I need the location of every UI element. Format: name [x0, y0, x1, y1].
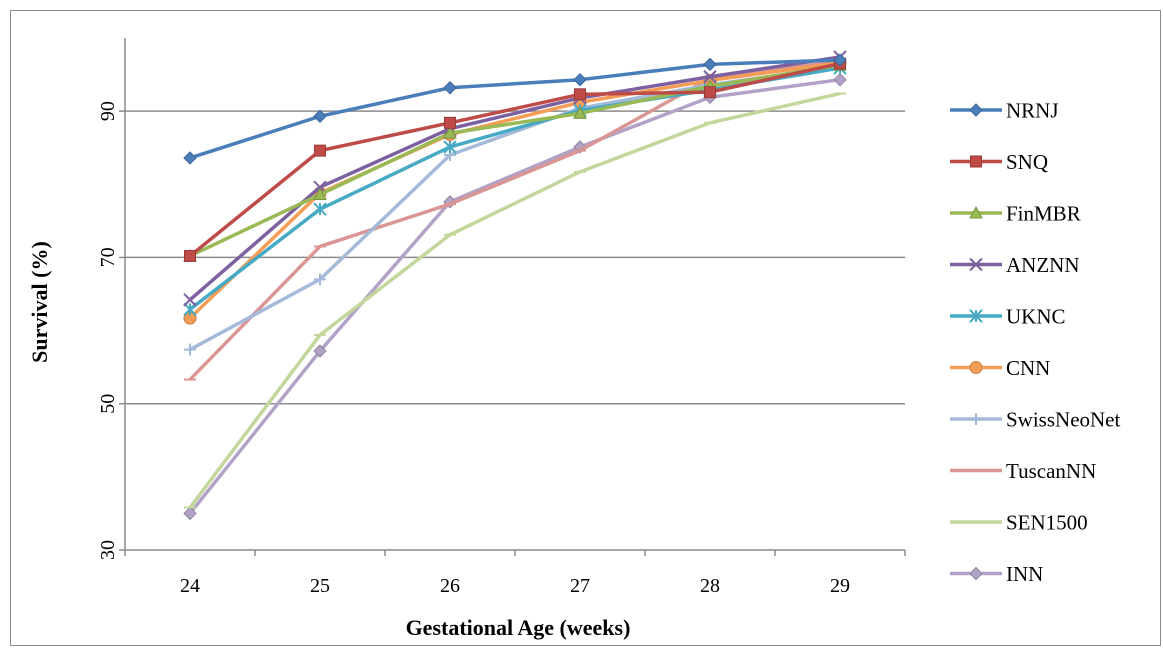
legend-label: INN: [1006, 562, 1043, 586]
legend-label: NRNJ: [1006, 98, 1059, 122]
x-tick-label: 26: [440, 575, 460, 597]
y-tick-label: 90: [97, 101, 119, 121]
data-point: [833, 72, 847, 87]
data-point: [183, 151, 197, 165]
x-tick-label: 28: [700, 575, 720, 597]
data-point: [183, 293, 197, 307]
legend-marker: [969, 103, 983, 117]
data-point: [183, 506, 197, 521]
data-point: [443, 81, 457, 95]
data-point: [444, 116, 456, 129]
legend-item-snq: SNQ: [950, 150, 1048, 174]
series-line: [188, 59, 841, 381]
legend-marker: [970, 413, 982, 425]
data-point: [833, 53, 847, 67]
data-point: [313, 187, 327, 201]
series-lines: [183, 50, 847, 521]
series-line: [188, 91, 841, 509]
x-tick-label: 24: [180, 575, 200, 597]
data-point: [573, 106, 587, 119]
chart-frame: [10, 10, 1161, 646]
series-snq: [184, 57, 846, 262]
data-point: [443, 126, 457, 139]
axes: 30 50 70 90 24 25 26 27 28 29: [97, 38, 906, 597]
legend-label: TuscanNN: [1006, 459, 1096, 483]
x-tick-label: 29: [830, 575, 850, 597]
data-point: [313, 109, 327, 123]
y-axis-title: Survival (%): [27, 241, 52, 363]
legend-item-tuscannn: TuscanNN: [950, 459, 1096, 483]
series-line: [189, 58, 841, 160]
data-point: [313, 202, 327, 216]
series-line: [188, 77, 841, 515]
legend-item-inn: INN: [950, 562, 1043, 586]
series-nrnj: [183, 53, 847, 165]
legend-marker: [970, 155, 982, 168]
x-tick-label: 25: [310, 575, 330, 597]
series-line: [189, 63, 841, 258]
legend-label: SwissNeoNet: [1006, 407, 1120, 431]
legend-item-nrnj: NRNJ: [950, 98, 1059, 122]
series-inn: [183, 72, 847, 521]
legend-item-finmbr: FinMBR: [950, 201, 1081, 225]
legend-label: UKNC: [1006, 304, 1066, 328]
legend-item-uknc: UKNC: [950, 304, 1066, 328]
legend-label: SEN1500: [1006, 510, 1088, 534]
data-point: [183, 302, 197, 317]
legend-item-sen1500: SEN1500: [950, 510, 1088, 534]
y-tick-label: 50: [97, 394, 119, 414]
legend-marker: [969, 309, 983, 323]
data-point: [184, 249, 196, 262]
series-uknc: [183, 61, 847, 317]
legend-item-cnn: CNN: [950, 356, 1050, 380]
y-tick-label: 30: [97, 540, 119, 560]
legend: NRNJ SNQ FinMBR ANZNN UKNC CNN SwissNeoNet Tusc…: [950, 98, 1120, 586]
data-point: [574, 88, 586, 101]
legend-item-anznn: ANZNN: [950, 253, 1080, 277]
series-line: [188, 61, 841, 258]
x-tick-label: 27: [570, 575, 590, 597]
x-axis-title: Gestational Age (weeks): [406, 615, 631, 640]
y-tick-label: 70: [97, 247, 119, 267]
legend-item-swissneonet: SwissNeoNet: [950, 407, 1120, 431]
legend-label: FinMBR: [1006, 201, 1081, 225]
data-point: [443, 140, 457, 154]
series-sen1500: [184, 91, 846, 509]
data-point: [703, 57, 717, 72]
series-swissneonet: [184, 60, 846, 356]
data-point: [314, 273, 326, 286]
data-point: [314, 144, 326, 157]
series-line: [188, 61, 841, 320]
legend-label: CNN: [1006, 356, 1050, 380]
data-point: [703, 70, 717, 84]
data-point: [184, 343, 196, 356]
data-point: [573, 72, 587, 87]
legend-marker: [969, 205, 983, 219]
data-point: [704, 86, 716, 99]
legend-marker: [969, 361, 983, 374]
legend-label: SNQ: [1006, 150, 1048, 174]
legend-marker: [969, 257, 983, 272]
gridlines: [125, 110, 905, 405]
legend-marker: [969, 566, 983, 581]
data-point: [313, 344, 327, 358]
legend-label: ANZNN: [1006, 253, 1080, 277]
series-line: [188, 66, 841, 311]
